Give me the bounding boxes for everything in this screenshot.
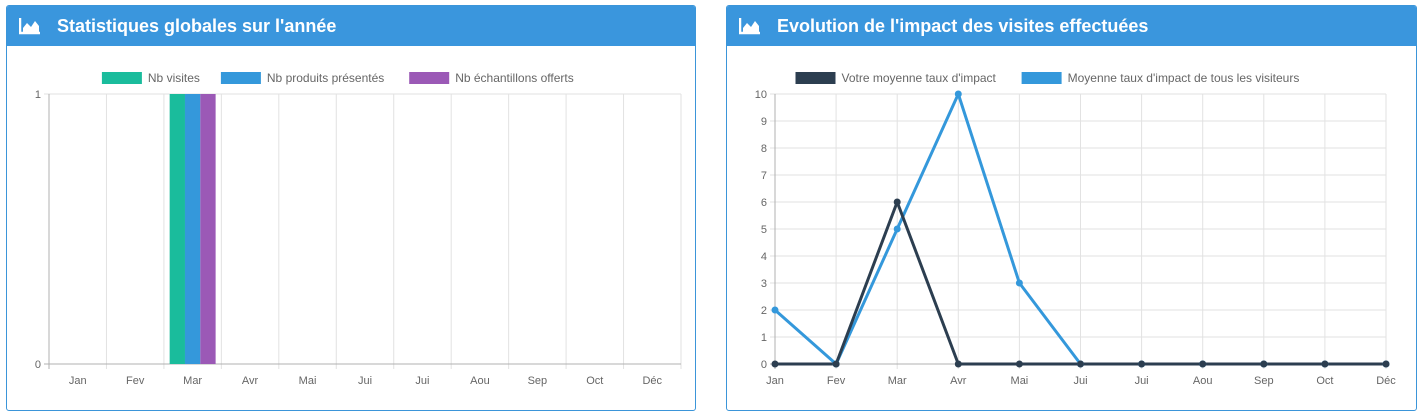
legend-swatch	[101, 72, 142, 84]
x-tick-label: Sep	[1254, 375, 1274, 387]
x-tick-label: Sep	[528, 375, 548, 387]
y-tick-label: 0	[761, 359, 767, 371]
y-tick-label: 10	[755, 89, 767, 101]
x-tick-label: Aou	[1193, 375, 1213, 387]
x-tick-label: Aou	[470, 375, 490, 387]
y-tick-label: 6	[761, 197, 767, 209]
x-tick-label: Oct	[586, 375, 603, 387]
data-point	[954, 90, 962, 98]
x-tick-label: Jui	[1073, 375, 1087, 387]
bar	[169, 94, 185, 364]
legend-swatch	[1021, 72, 1062, 84]
y-tick-label: 2	[761, 305, 767, 317]
x-tick-label: Jui	[415, 375, 429, 387]
global-stats-bar-chart: Nb visites Nb produits présentés Nb échant…	[35, 71, 682, 387]
x-tick-label: Avr	[950, 375, 967, 387]
x-tick-label: Déc	[642, 375, 662, 387]
y-tick-label: 5	[761, 224, 767, 236]
bar	[184, 94, 201, 364]
data-point	[771, 306, 779, 314]
x-tick-label: Mai	[1011, 375, 1029, 387]
data-point	[1077, 360, 1084, 368]
legend-swatch	[409, 72, 450, 84]
x-tick-label: Mai	[299, 375, 317, 387]
y-tick-label: 4	[761, 251, 767, 263]
legend-label: Moyenne taux d'impact de tous les visite…	[1068, 71, 1300, 85]
y-tick-label: 3	[761, 278, 767, 290]
data-point	[832, 360, 840, 368]
panel-title: Statistiques globales sur l'année	[57, 15, 337, 36]
data-point	[893, 225, 901, 233]
data-point	[1015, 279, 1023, 287]
x-tick-label: Jan	[766, 375, 784, 387]
data-point	[1199, 360, 1207, 368]
x-tick-label: Mar	[183, 375, 202, 387]
global-stats-panel: Statistiques globales sur l'année Nb vis…	[6, 5, 696, 411]
x-tick-label: Fev	[827, 375, 846, 387]
data-point	[1382, 360, 1390, 368]
x-tick-label: Oct	[1316, 375, 1333, 387]
y-tick-label: 0	[35, 359, 41, 371]
legend-swatch	[795, 72, 836, 84]
x-tick-label: Déc	[1376, 375, 1396, 387]
y-tick-label: 1	[761, 332, 767, 344]
x-tick-label: Jui	[358, 375, 372, 387]
data-point	[1138, 360, 1146, 368]
legend-swatch	[220, 72, 261, 84]
data-point	[771, 360, 779, 368]
y-tick-label: 1	[35, 89, 41, 101]
panel-title: Evolution de l'impact des visites effect…	[777, 15, 1149, 36]
impact-evolution-line-chart: Votre moyenne taux d'impact Moyenne taux …	[755, 71, 1397, 387]
panel-header: Statistiques globales sur l'année	[7, 6, 695, 46]
impact-evolution-panel: Evolution de l'impact des visites effect…	[726, 5, 1417, 411]
area-chart-icon	[18, 17, 43, 35]
x-tick-label: Fev	[126, 375, 145, 387]
bar	[200, 94, 216, 364]
data-point	[1321, 360, 1329, 368]
y-tick-label: 7	[761, 170, 767, 182]
x-tick-label: Jui	[1135, 375, 1149, 387]
x-tick-label: Jan	[69, 375, 87, 387]
legend-label: Nb produits présentés	[267, 71, 384, 85]
y-tick-label: 8	[761, 143, 767, 155]
data-point	[893, 198, 901, 206]
x-tick-label: Mar	[888, 375, 907, 387]
data-point	[1260, 360, 1268, 368]
legend-label: Votre moyenne taux d'impact	[842, 71, 997, 85]
legend-label: Nb échantillons offerts	[455, 71, 574, 85]
data-point	[1015, 360, 1023, 368]
y-tick-label: 9	[761, 116, 767, 128]
area-chart-icon	[738, 17, 763, 35]
x-tick-label: Avr	[242, 375, 259, 387]
panel-header: Evolution de l'impact des visites effect…	[727, 6, 1416, 46]
legend-label: Nb visites	[148, 71, 200, 85]
data-point	[954, 360, 962, 368]
